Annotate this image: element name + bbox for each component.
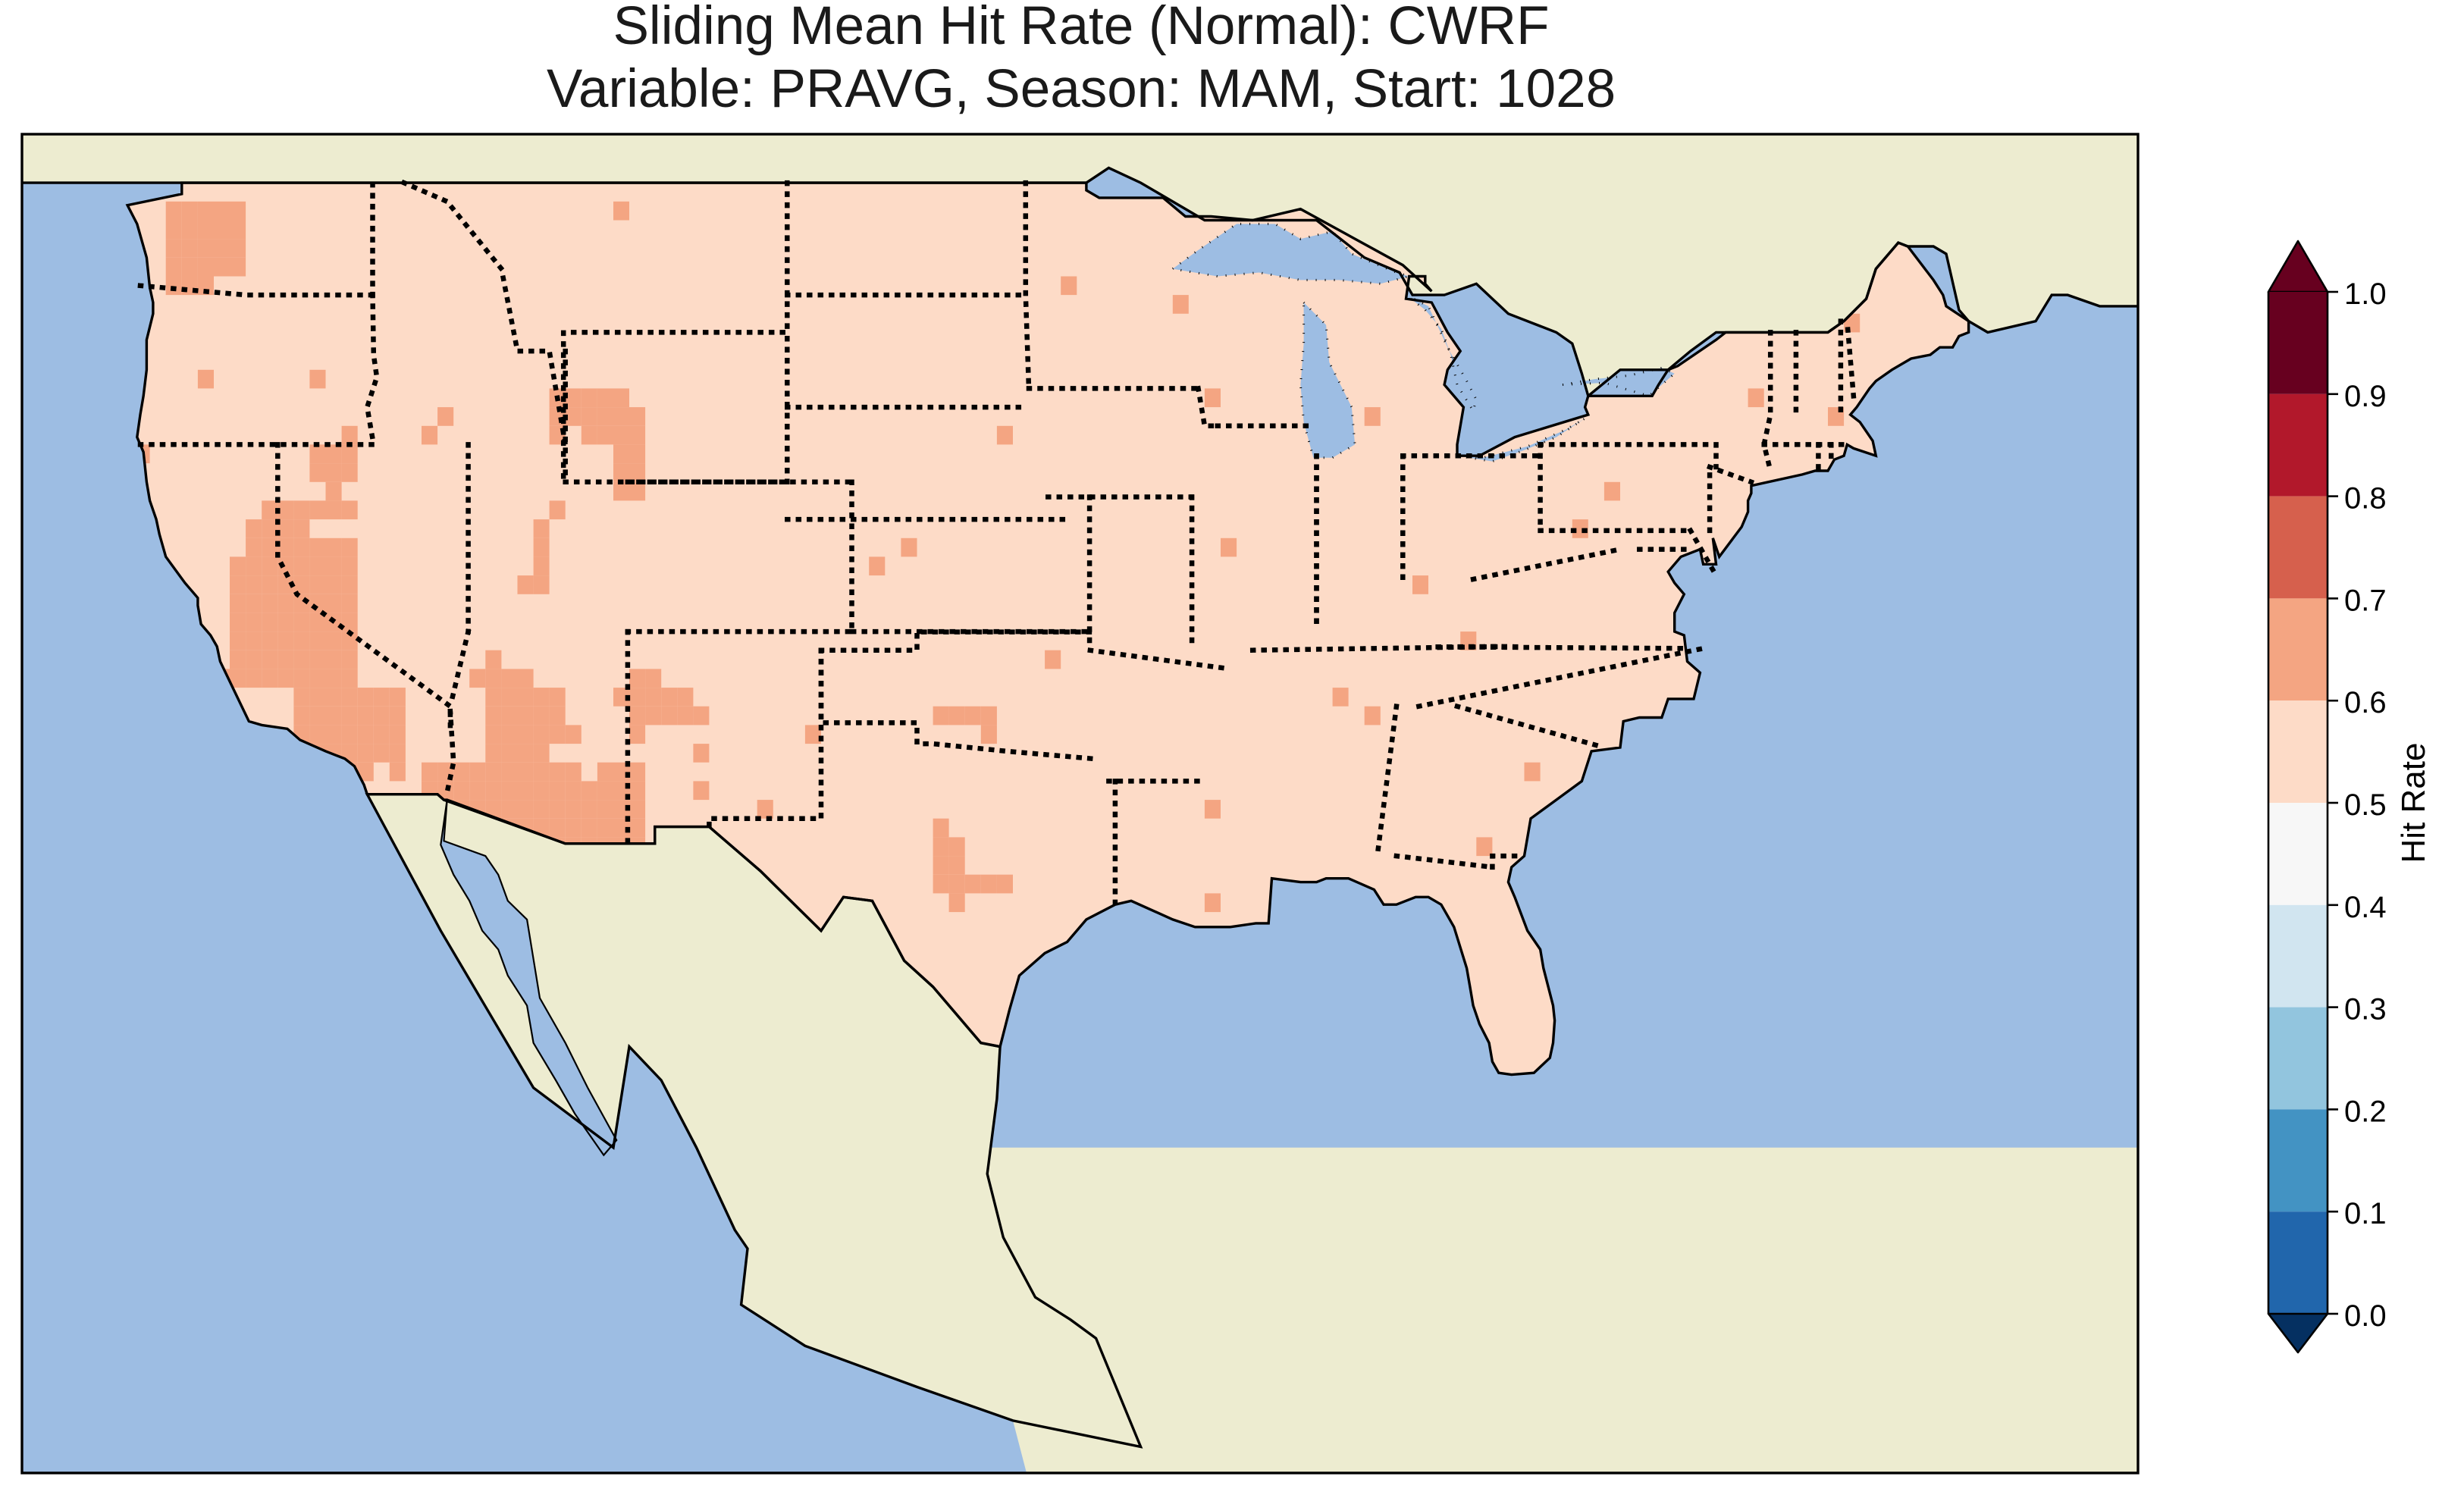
- svg-text:0.0: 0.0: [2344, 1299, 2387, 1333]
- svg-text:Variable: PRAVG, Season: MAM,: Variable: PRAVG, Season: MAM, Start: 102…: [547, 59, 1616, 119]
- svg-text:0.1: 0.1: [2344, 1197, 2387, 1230]
- svg-text:0.3: 0.3: [2344, 993, 2387, 1026]
- svg-text:0.6: 0.6: [2344, 686, 2387, 719]
- svg-text:0.7: 0.7: [2344, 584, 2387, 617]
- svg-text:0.2: 0.2: [2344, 1095, 2387, 1128]
- svg-text:1.0: 1.0: [2344, 277, 2387, 311]
- svg-text:0.9: 0.9: [2344, 380, 2387, 413]
- svg-text:0.8: 0.8: [2344, 482, 2387, 516]
- svg-text:0.4: 0.4: [2344, 891, 2387, 924]
- svg-text:Hit Rate: Hit Rate: [2395, 743, 2432, 863]
- svg-text:0.5: 0.5: [2344, 788, 2387, 822]
- svg-text:Sliding Mean Hit Rate (Normal): Sliding Mean Hit Rate (Normal): CWRF: [613, 0, 1550, 56]
